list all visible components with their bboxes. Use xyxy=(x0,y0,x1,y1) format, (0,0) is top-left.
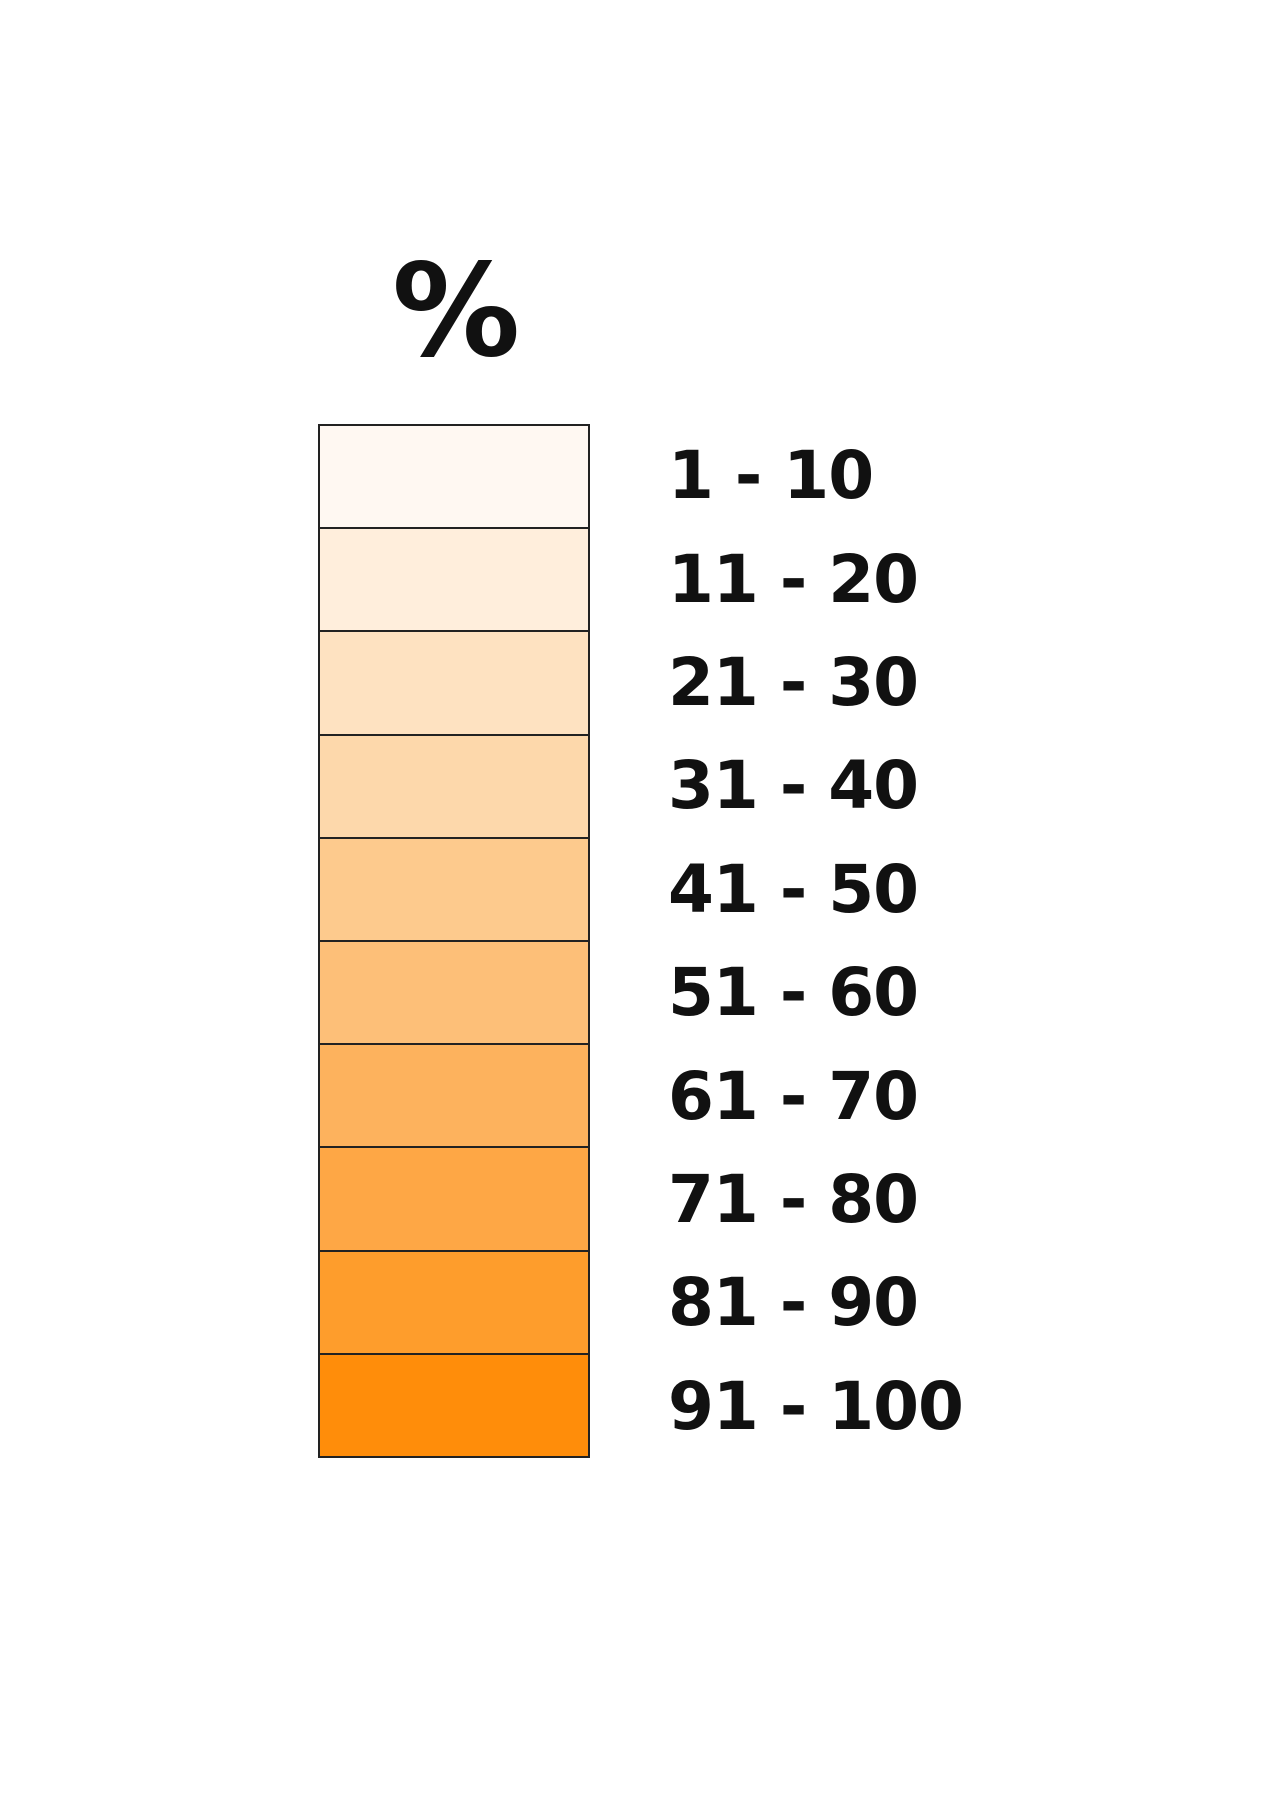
legend-range-label: 21 - 30 xyxy=(668,644,919,722)
legend-swatch xyxy=(320,632,588,736)
legend-swatch xyxy=(320,426,588,530)
legend-swatch xyxy=(320,838,588,943)
legend-range-label: 1 - 10 xyxy=(668,437,874,515)
legend-range-label: 11 - 20 xyxy=(668,540,919,618)
legend-swatch xyxy=(320,1148,588,1252)
legend-title: % xyxy=(392,237,521,386)
legend-range-label: 61 - 70 xyxy=(668,1057,919,1135)
legend-swatch xyxy=(320,1354,588,1457)
legend-swatch-column xyxy=(318,424,590,1458)
legend-range-label: 91 - 100 xyxy=(668,1367,964,1445)
legend-range-label: 41 - 50 xyxy=(668,850,919,928)
legend-range-label: 71 - 80 xyxy=(668,1161,919,1239)
legend-swatch xyxy=(320,1251,588,1355)
legend-swatch xyxy=(320,1045,588,1149)
legend-swatch xyxy=(320,942,588,1046)
legend-swatch xyxy=(320,735,588,839)
legend-swatch xyxy=(320,529,588,633)
legend-range-label: 31 - 40 xyxy=(668,747,919,825)
legend-label-column: 1 - 10 11 - 20 21 - 30 31 - 40 41 - 50 5… xyxy=(668,424,964,1458)
legend-range-label: 81 - 90 xyxy=(668,1264,919,1342)
legend-range-label: 51 - 60 xyxy=(668,954,919,1032)
